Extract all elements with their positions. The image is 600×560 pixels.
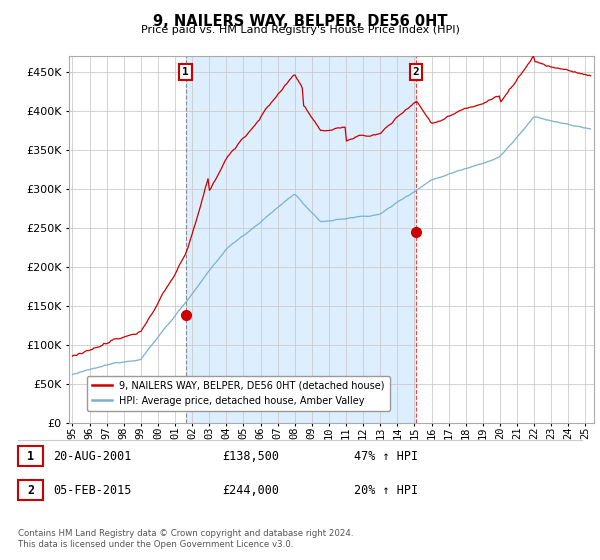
Text: Price paid vs. HM Land Registry's House Price Index (HPI): Price paid vs. HM Land Registry's House … [140, 25, 460, 35]
Text: 1: 1 [182, 67, 189, 77]
Text: 2: 2 [413, 67, 419, 77]
Text: 9, NAILERS WAY, BELPER, DE56 0HT: 9, NAILERS WAY, BELPER, DE56 0HT [153, 14, 447, 29]
Bar [185, 56, 416, 423]
Legend: 9, NAILERS WAY, BELPER, DE56 0HT (detached house), HPI: Average price, detached : 9, NAILERS WAY, BELPER, DE56 0HT (detach… [87, 376, 389, 410]
Text: £138,500: £138,500 [222, 450, 279, 463]
Text: 1: 1 [27, 450, 34, 463]
Text: £244,000: £244,000 [222, 483, 279, 497]
Text: 20% ↑ HPI: 20% ↑ HPI [354, 483, 418, 497]
Text: 05-FEB-2015: 05-FEB-2015 [53, 483, 131, 497]
Text: Contains HM Land Registry data © Crown copyright and database right 2024.
This d: Contains HM Land Registry data © Crown c… [18, 529, 353, 549]
Text: 2: 2 [27, 483, 34, 497]
Text: 20-AUG-2001: 20-AUG-2001 [53, 450, 131, 463]
Text: 47% ↑ HPI: 47% ↑ HPI [354, 450, 418, 463]
